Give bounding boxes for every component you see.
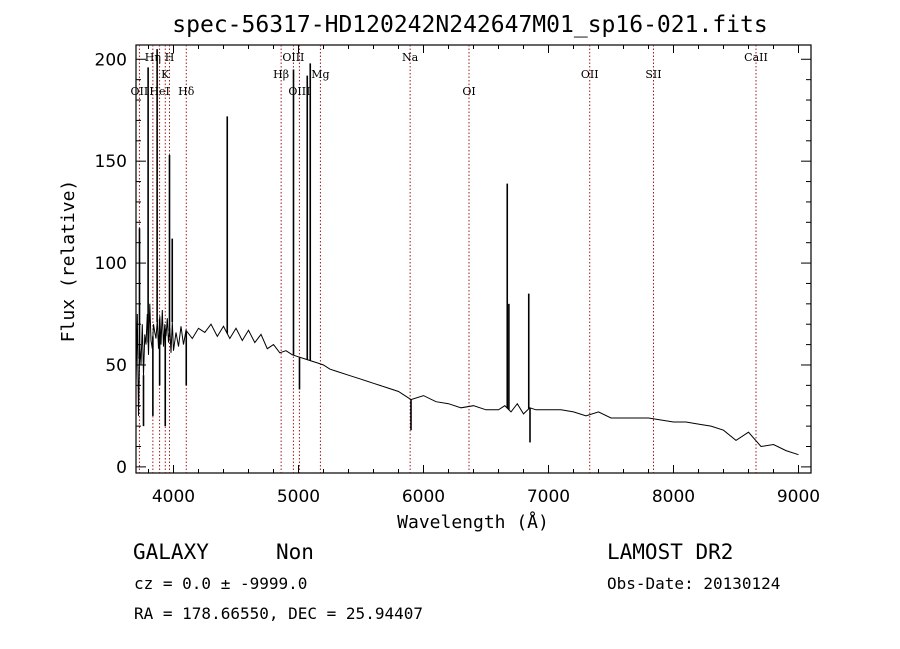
y-axis-label: Flux (relative) — [58, 180, 79, 343]
line-marker-label: SII — [645, 68, 661, 81]
y-tick-label: 100 — [95, 254, 127, 274]
redshift-text: cz = 0.0 ± -9999.0 — [134, 574, 307, 593]
x-tick-label: 9000 — [777, 487, 820, 507]
spectrum-line — [135, 303, 799, 456]
x-tick-label: 4000 — [152, 487, 195, 507]
plot-frame — [135, 44, 812, 474]
line-marker-label: Hβ — [273, 68, 289, 81]
x-axis-label: Wavelength (Å) — [397, 511, 549, 533]
x-tick-label: 5000 — [277, 487, 320, 507]
line-marker-label: Hδ — [178, 85, 195, 98]
line-marker-label: OI — [462, 85, 475, 98]
line-marker-label: CaII — [744, 51, 768, 64]
line-marker-label: OII — [581, 68, 599, 81]
x-tick-label: 7000 — [527, 487, 570, 507]
x-tick-label: 6000 — [402, 487, 445, 507]
line-marker-label: Mg — [311, 68, 329, 81]
object-class: GALAXY — [133, 540, 209, 564]
emission-line-markers — [138, 45, 757, 473]
coordinates-text: RA = 178.66550, DEC = 25.94407 — [134, 604, 423, 623]
survey-name: LAMOST DR2 — [607, 540, 733, 564]
line-marker-label: K — [161, 68, 170, 81]
x-tick-label: 8000 — [652, 487, 695, 507]
spectrum-series — [135, 49, 799, 456]
line-marker-label: Na — [402, 51, 419, 64]
line-marker-label: HeI — [149, 85, 169, 98]
y-tick-label: 200 — [95, 50, 127, 70]
y-axis-ticks: 0 50 100 150 200 — [95, 50, 811, 478]
line-marker-label: OIII — [282, 51, 304, 64]
line-marker-label: H — [165, 51, 175, 64]
object-subclass: Non — [276, 540, 314, 564]
y-tick-label: 50 — [105, 356, 127, 376]
obs-date: Obs-Date: 20130124 — [607, 574, 780, 593]
line-marker-label: OII — [131, 85, 149, 98]
x-axis-ticks: 4000 5000 6000 7000 8000 9000 — [148, 45, 820, 507]
line-marker-label: Hη — [145, 51, 161, 64]
y-tick-label: 0 — [116, 458, 127, 478]
y-tick-label: 150 — [95, 152, 127, 172]
chart-title: spec-56317-HD120242N242647M01_sp16-021.f… — [172, 12, 767, 38]
